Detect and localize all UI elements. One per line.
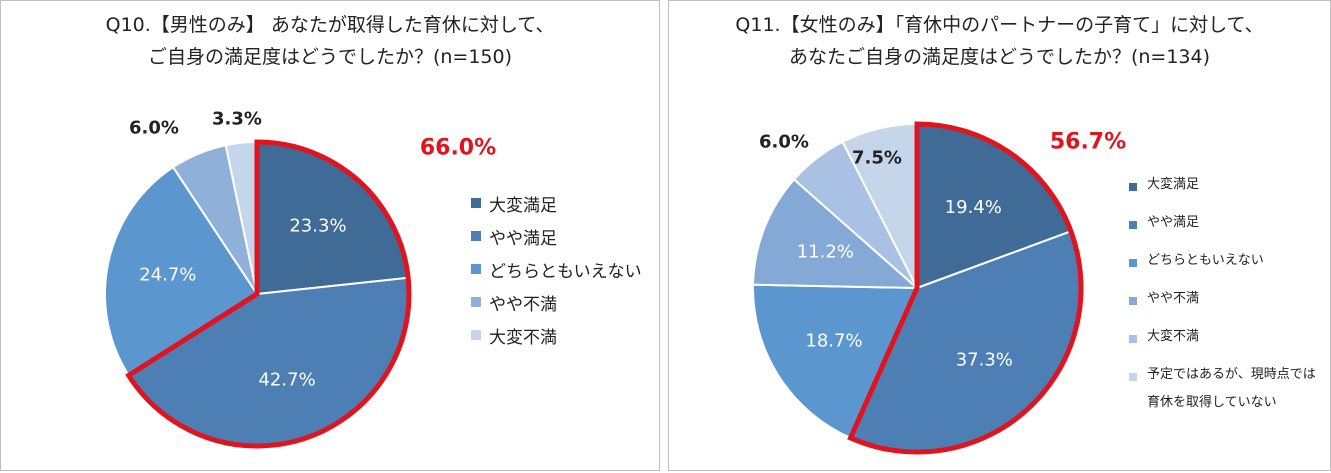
chart-title-q11: Q11.【女性のみ】「育休中のパートナーの子育て」に対して、 あなたご自身の満足… (669, 9, 1330, 73)
legend-label: 大変不満 (1147, 329, 1200, 344)
legend-label: やや不満 (489, 295, 557, 315)
highlight-outline (125, 139, 412, 449)
legend-swatch (471, 330, 481, 340)
pie-chart-q11: 19.4% 37.3% 18.7% 11.2% 6.0% 7.5% 56.7% (752, 121, 1126, 455)
legend-swatch (471, 297, 481, 307)
pie-slice-3 (752, 178, 920, 290)
legend-swatch (471, 198, 481, 208)
slice-value-label-1: 37.3% (956, 349, 1013, 370)
chart-title-q10: Q10.【男性のみ】 あなたが取得した育休に対して、 ご自身の満足度はどうでした… (1, 9, 659, 73)
slice-value-label-5: 7.5% (852, 148, 902, 169)
legend-label: 大変満足 (1147, 177, 1200, 192)
pie-chart-q10: 23.3% 42.7% 24.7% 6.0% 3.3% 66.0% (104, 109, 496, 449)
legend-swatch (1129, 183, 1137, 191)
chart-title-line-1: Q10.【男性のみ】 あなたが取得した育休に対して、 (105, 14, 555, 36)
chart-title-line-2: あなたご自身の満足度はどうでしたか？(n=134) (788, 46, 1211, 68)
slice-value-label-2: 18.7% (805, 330, 862, 351)
legend-label: やや不満 (1147, 291, 1200, 306)
highlight-total-label: 66.0% (420, 136, 496, 161)
legend-label: 大変不満 (489, 328, 557, 348)
legend-swatch (471, 264, 481, 274)
legend-label: やや満足 (489, 229, 557, 249)
slice-value-label-4: 3.3% (212, 109, 262, 130)
legend-label: 大変満足 (489, 196, 557, 216)
legend-swatch (1129, 297, 1137, 305)
legend-swatch (1129, 221, 1137, 229)
chart-title-line-2: ご自身の満足度はどうでしたか？(n=150) (147, 46, 513, 68)
highlight-total-label: 56.7% (1050, 130, 1126, 155)
legend-label: どちらともいえない (489, 262, 642, 282)
slice-value-label-0: 23.3% (289, 216, 346, 237)
legend-swatch (471, 231, 481, 241)
chart-panel-q11: Q11.【女性のみ】「育休中のパートナーの子育て」に対して、 あなたご自身の満足… (668, 0, 1331, 471)
slice-value-label-3: 6.0% (129, 118, 179, 139)
chart-title-line-1: Q11.【女性のみ】「育休中のパートナーの子育て」に対して、 (735, 14, 1264, 36)
slice-value-label-4: 6.0% (759, 132, 809, 153)
slice-value-label-1: 42.7% (258, 370, 315, 391)
chart-panel-q10: Q10.【男性のみ】 あなたが取得した育休に対して、 ご自身の満足度はどうでした… (0, 0, 660, 471)
slice-value-label-0: 19.4% (945, 197, 1002, 218)
slice-value-label-2: 24.7% (139, 264, 196, 285)
pie-slice-2 (752, 283, 919, 440)
highlight-outline (847, 121, 1084, 455)
legend-label: どちらともいえない (1147, 253, 1264, 268)
legend-label: やや満足 (1147, 215, 1200, 230)
legend-swatch (1129, 373, 1137, 381)
legend-swatch (1129, 335, 1137, 343)
legend-swatch (1129, 259, 1137, 267)
pie-slice-2 (104, 165, 259, 377)
legend-label: 予定ではあるが、現時点では 育休を取得していない (1147, 367, 1316, 410)
slice-value-label-3: 11.2% (797, 242, 854, 263)
